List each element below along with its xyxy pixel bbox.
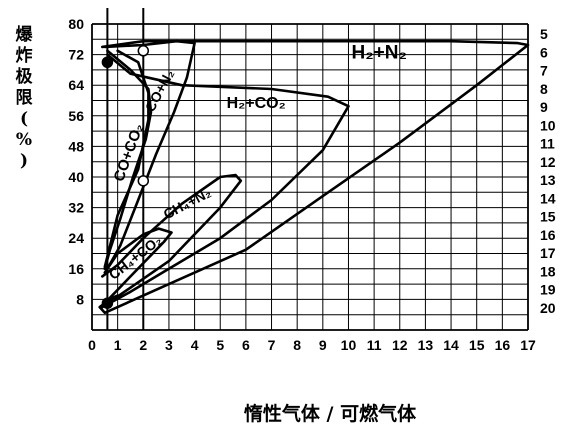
series-line — [98, 39, 530, 315]
right-tick-label: 7 — [540, 63, 548, 79]
filled-marker — [101, 297, 114, 309]
x-tick-label: 0 — [88, 337, 96, 353]
x-tick-label: 8 — [293, 337, 301, 353]
right-tick-label: 14 — [540, 190, 556, 206]
right-axis-ticks: 5 6 7 8 9 10 11 12 13 14 15 16 17 18 19 20 — [540, 26, 556, 316]
data-markers — [101, 45, 150, 309]
right-tick-label: 20 — [540, 300, 556, 316]
y-tick-label: 40 — [68, 169, 84, 185]
right-tick-label: 13 — [540, 172, 556, 188]
right-tick-label: 12 — [540, 154, 556, 170]
right-tick-label: 10 — [540, 117, 556, 133]
series-line — [103, 39, 196, 271]
x-tick-label: 5 — [216, 337, 224, 353]
y-tick-label: 72 — [68, 47, 84, 63]
right-tick-label: 15 — [540, 209, 556, 225]
right-tick-label: 9 — [540, 99, 548, 115]
x-tick-label: 11 — [367, 337, 382, 353]
x-tick-label: 3 — [165, 337, 173, 353]
x-tick-label: 9 — [319, 337, 327, 353]
y-tick-label: 24 — [68, 230, 84, 246]
right-tick-label: 17 — [540, 245, 556, 261]
y-tick-label: 80 — [68, 16, 84, 32]
right-tick-label: 6 — [540, 44, 548, 60]
y-axis-ticks: 8 16 24 32 40 48 56 64 72 80 — [68, 16, 84, 307]
open-marker — [137, 45, 150, 57]
right-tick-label: 19 — [540, 282, 556, 298]
filled-marker — [101, 56, 114, 68]
x-tick-label: 14 — [443, 337, 459, 353]
x-tick-label: 13 — [418, 337, 434, 353]
x-tick-label: 10 — [341, 337, 357, 353]
right-tick-label: 18 — [540, 263, 556, 279]
right-tick-label: 16 — [540, 227, 556, 243]
right-tick-label: 5 — [540, 26, 548, 42]
x-tick-label: 12 — [392, 337, 408, 353]
x-tick-label: 16 — [495, 337, 511, 353]
series-label: H₂+N₂ — [352, 42, 407, 63]
x-axis-ticks: 0 1 2 3 4 5 6 7 8 9 10 11 12 13 14 15 16 17 — [88, 337, 536, 353]
series-line — [101, 173, 243, 309]
y-tick-label: 48 — [68, 138, 84, 154]
right-tick-label: 11 — [540, 136, 555, 152]
y-tick-label: 32 — [68, 200, 84, 216]
x-tick-label: 4 — [191, 337, 199, 353]
x-axis-label: 惰性气体 / 可燃气体 — [244, 402, 417, 425]
series-line — [103, 227, 173, 305]
x-tick-label: 7 — [268, 337, 276, 353]
series-line — [103, 49, 153, 271]
y-tick-label: 8 — [76, 291, 84, 307]
y-axis-label: 爆炸极限(%) — [16, 25, 34, 171]
x-tick-label: 1 — [114, 337, 122, 353]
x-tick-label: 6 — [242, 337, 250, 353]
x-tick-label: 15 — [469, 337, 485, 353]
open-marker — [137, 175, 150, 187]
y-tick-label: 64 — [68, 77, 84, 93]
x-tick-label: 2 — [139, 337, 147, 353]
y-tick-label: 56 — [68, 108, 84, 124]
series-label: H₂+CO₂ — [227, 95, 286, 112]
y-tick-label: 16 — [68, 261, 84, 277]
x-tick-label: 17 — [520, 337, 536, 353]
grid — [91, 23, 529, 331]
right-tick-label: 8 — [540, 81, 548, 97]
